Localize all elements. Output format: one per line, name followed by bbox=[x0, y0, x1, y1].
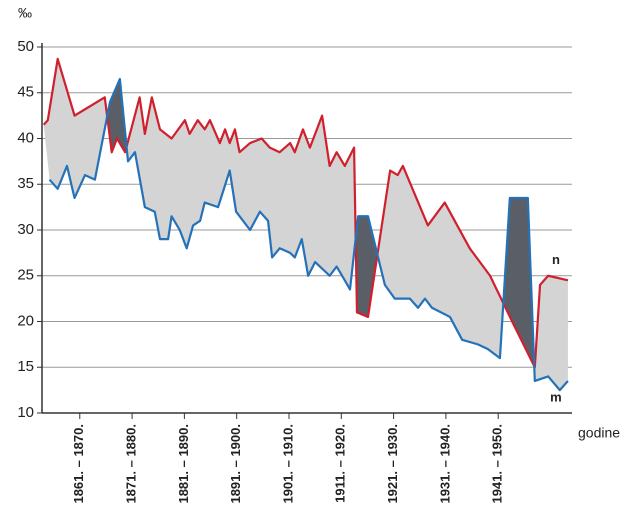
x-tick-label: 1911. – 1920. bbox=[333, 424, 348, 503]
y-axis-label: ‰ bbox=[18, 5, 32, 21]
y-tick-label: 30 bbox=[17, 221, 34, 238]
x-tick-label: 1861. – 1870. bbox=[71, 424, 86, 504]
y-tick-label: 25 bbox=[17, 267, 34, 284]
x-tick-label: 1941. – 1950. bbox=[490, 424, 505, 504]
fill-between bbox=[43, 58, 568, 391]
x-tick-label: 1921. – 1930. bbox=[385, 424, 400, 504]
line bbox=[42, 57, 569, 369]
y-tick-label: 15 bbox=[17, 358, 34, 375]
line bbox=[48, 77, 569, 392]
x-tick-label: 1881. – 1890. bbox=[176, 424, 191, 504]
x-tick-label: 1891. – 1900. bbox=[228, 424, 243, 504]
x-axis-label: godine bbox=[578, 425, 620, 441]
series-label: n bbox=[552, 252, 560, 267]
y-tick-label: 50 bbox=[17, 38, 34, 55]
y-tick-label: 10 bbox=[17, 404, 34, 421]
x-tick-label: 1931. – 1940. bbox=[437, 424, 452, 504]
series-label: m bbox=[550, 389, 562, 404]
x-tick-label: 1901. – 1910. bbox=[280, 424, 295, 504]
y-tick-label: 40 bbox=[17, 129, 34, 146]
y-tick-label: 45 bbox=[17, 84, 34, 101]
y-tick-label: 20 bbox=[17, 312, 34, 329]
x-tick-label: 1871. – 1880. bbox=[124, 424, 139, 504]
y-tick-label: 35 bbox=[17, 175, 34, 192]
